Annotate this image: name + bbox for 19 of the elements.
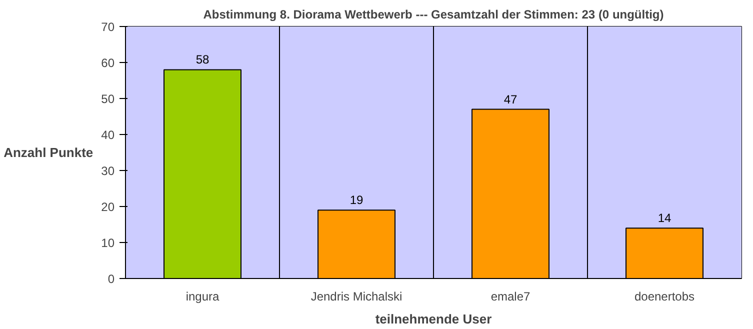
x-tick-label: doenertobs	[634, 290, 695, 304]
x-tick-label: ingura	[186, 290, 220, 304]
x-tick-label: emale7	[490, 290, 531, 304]
y-tick-label: 70	[101, 20, 115, 34]
chart-title: Abstimmung 8. Diorama Wettbewerb --- Gesamtzahl der Stimmen: 23 (0 ungültig)	[203, 8, 664, 22]
y-tick-label: 10	[101, 236, 115, 250]
data-label: 14	[658, 211, 672, 226]
x-axis-title: teilnehmende User	[375, 312, 492, 326]
x-tick-label: Jendris Michalski	[310, 290, 402, 304]
y-tick-label: 40	[101, 128, 115, 142]
y-tick-label: 0	[108, 272, 115, 286]
y-tick-label: 60	[101, 56, 115, 70]
data-label: 19	[350, 193, 364, 208]
y-tick-label: 20	[101, 200, 115, 214]
y-tick-label: 30	[101, 164, 115, 178]
y-tick-label: 50	[101, 92, 115, 106]
y-axis-title: Anzahl Punkte	[4, 145, 94, 160]
data-label: 58	[196, 52, 210, 67]
data-label: 47	[504, 92, 518, 106]
